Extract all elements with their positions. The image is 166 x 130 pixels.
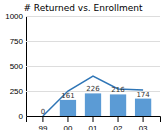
bar: [135, 99, 151, 116]
chart: 0 250 500 750 1000 0 161 226 216 174 99 00 01 02 03 # R…: [0, 0, 166, 130]
x-tick-mark: [143, 116, 144, 122]
y-tick-label: 1000: [5, 12, 23, 21]
x-tick-label: 03: [139, 124, 148, 130]
y-axis-line: [27, 17, 161, 117]
data-label: 0: [41, 108, 45, 116]
y-tick: 750: [10, 37, 160, 46]
x-tick: 99: [38, 116, 47, 130]
x-tick-label: 00: [64, 124, 73, 130]
grid-line: [26, 41, 160, 42]
x-tick-label: 02: [114, 124, 123, 130]
data-label: 226: [86, 85, 100, 93]
x-tick-mark: [42, 116, 43, 122]
bar: [85, 93, 101, 116]
y-tick-label: 0: [19, 112, 24, 121]
data-label: 161: [61, 92, 74, 100]
y-tick: 1000: [5, 12, 160, 21]
y-axis: 0 250 500 750 1000: [5, 12, 160, 121]
y-tick-label: 750: [10, 37, 24, 46]
marks: [43, 76, 151, 116]
y-tick: 500: [10, 62, 160, 71]
y-tick-label: 250: [10, 87, 24, 96]
x-tick: 03: [139, 116, 148, 130]
line: [43, 76, 143, 116]
bar: [60, 100, 76, 116]
grid-line: [26, 66, 160, 67]
bar: [110, 94, 126, 116]
grid-line: [26, 16, 160, 17]
y-tick-label: 500: [10, 62, 24, 71]
x-tick-label: 99: [38, 124, 47, 130]
x-tick-label: 01: [89, 124, 98, 130]
x-tick-mark: [67, 116, 68, 122]
plot: 0 250 500 750 1000 0 161 226 216 174 99 00 01 02 03: [5, 12, 160, 130]
data-label: 174: [136, 91, 150, 99]
x-axis: 99 00 01 02 03: [27, 116, 161, 130]
x-tick: 01: [89, 116, 98, 130]
x-tick-mark: [93, 116, 94, 122]
x-tick-mark: [118, 116, 119, 122]
x-axis-line: [27, 117, 161, 123]
x-tick: 00: [64, 116, 73, 130]
x-tick: 02: [114, 116, 123, 130]
title: # Returned vs. Enrollment: [23, 3, 143, 13]
data-label: 216: [111, 86, 125, 94]
data-labels: 0 161 226 216 174: [41, 85, 151, 116]
